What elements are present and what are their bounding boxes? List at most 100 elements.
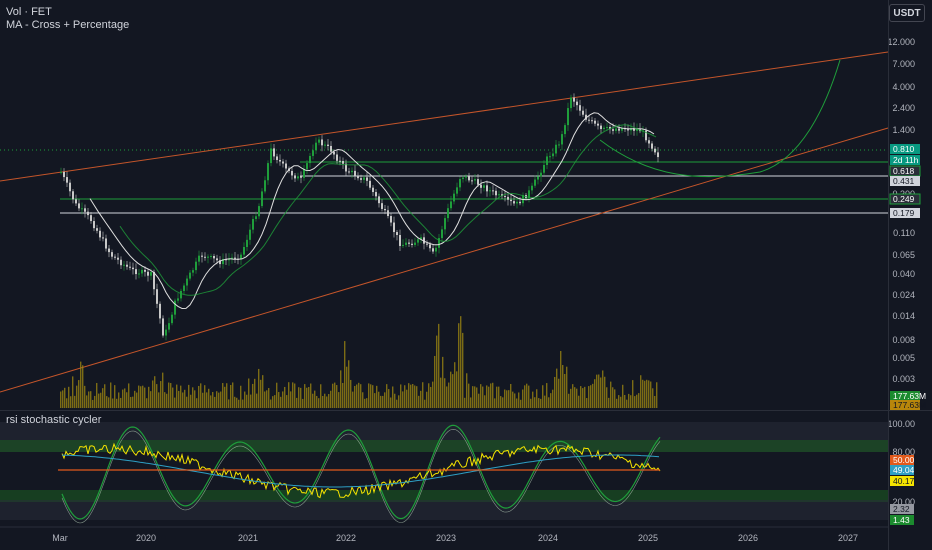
candle [570, 97, 572, 109]
volume-bar [532, 391, 534, 408]
volume-bar [332, 383, 334, 408]
volume-bar [174, 397, 176, 408]
volume-bar [288, 382, 290, 408]
candle [150, 272, 152, 276]
candle [411, 243, 413, 245]
candle [66, 177, 68, 183]
candle [558, 144, 560, 146]
time-tick-label: 2026 [738, 533, 758, 543]
volume-bar [150, 391, 152, 408]
volume-bar [296, 397, 298, 408]
candle [264, 180, 266, 192]
volume-bar [584, 386, 586, 408]
candle [183, 285, 185, 291]
candle [69, 182, 71, 192]
candle [336, 154, 338, 161]
candle [105, 238, 107, 249]
volume-bar [142, 385, 144, 408]
candle [258, 206, 260, 217]
volume-bar [602, 370, 604, 408]
pane-separator[interactable] [0, 410, 932, 411]
osc-badge-label: 49.04 [893, 465, 915, 475]
candle [453, 193, 455, 202]
volume-bar [444, 378, 446, 408]
price-badge [889, 193, 921, 205]
ma-slow-line [119, 124, 657, 296]
volume-bar [364, 398, 366, 408]
osc-badge [890, 515, 914, 525]
price-badge-label: 0.810 [893, 144, 915, 154]
volume-bar [300, 387, 302, 408]
ma-legend[interactable]: MA - Cross + Percentage [6, 19, 130, 31]
candle [369, 180, 371, 188]
candle [96, 228, 98, 231]
volume-bar [502, 397, 504, 408]
currency-button[interactable]: USDT [889, 4, 925, 22]
candle [135, 269, 137, 275]
volume-legend[interactable]: Vol · FET [6, 6, 52, 18]
volume-bar [614, 389, 616, 408]
volume-bar [434, 355, 436, 408]
volume-bar [158, 392, 160, 408]
candle [291, 170, 293, 176]
volume-bar [656, 382, 658, 408]
candle [219, 260, 221, 265]
candle [60, 171, 62, 173]
projection-curve [599, 59, 841, 178]
volume-bar [586, 398, 588, 408]
volume-bar [428, 383, 430, 408]
volume-bar [400, 384, 402, 408]
volume-bar [224, 386, 226, 408]
candle [276, 156, 278, 160]
candle [270, 148, 272, 164]
volume-bar [634, 396, 636, 408]
volume-bar [336, 385, 338, 408]
price-tick-label: 0.110 [893, 228, 915, 238]
candle [543, 164, 545, 173]
volume-bar [258, 368, 260, 408]
candle [339, 160, 341, 162]
candle [414, 242, 416, 245]
candle [603, 127, 605, 130]
osc-badge [890, 455, 914, 465]
volume-bar [234, 396, 236, 408]
candle [141, 269, 143, 274]
indicator-legend[interactable]: rsi stochastic cycler [6, 414, 102, 426]
candle [234, 257, 236, 259]
volume-bar [648, 380, 650, 408]
volume-bar [580, 386, 582, 408]
volume-bar [390, 397, 392, 408]
volume-bar [208, 388, 210, 408]
candle [195, 261, 197, 271]
osc-badge-label: 40.17 [893, 476, 915, 486]
candle [648, 140, 650, 144]
candle [231, 257, 233, 259]
volume-bar [256, 393, 258, 408]
volume-bar [510, 383, 512, 408]
volume-bar [82, 365, 84, 408]
volume-bar [140, 386, 142, 408]
volume-bar [306, 387, 308, 408]
volume-bar [360, 384, 362, 408]
candle [561, 134, 563, 145]
volume-bar [654, 395, 656, 408]
volume-bar [572, 384, 574, 408]
volume-bar [202, 392, 204, 408]
volume-bar [88, 391, 90, 408]
volume-bar [334, 382, 336, 408]
volume-bar [246, 394, 248, 408]
volume-bar [294, 383, 296, 408]
volume-bar [86, 395, 88, 408]
volume-bar [118, 392, 120, 408]
candle [303, 169, 305, 178]
candle [555, 144, 557, 154]
volume-bar [536, 389, 538, 408]
volume-bar [366, 398, 368, 408]
candle [120, 259, 122, 266]
candle [111, 252, 113, 257]
volume-bar [282, 391, 284, 408]
candle [420, 237, 422, 240]
candle [582, 110, 584, 115]
